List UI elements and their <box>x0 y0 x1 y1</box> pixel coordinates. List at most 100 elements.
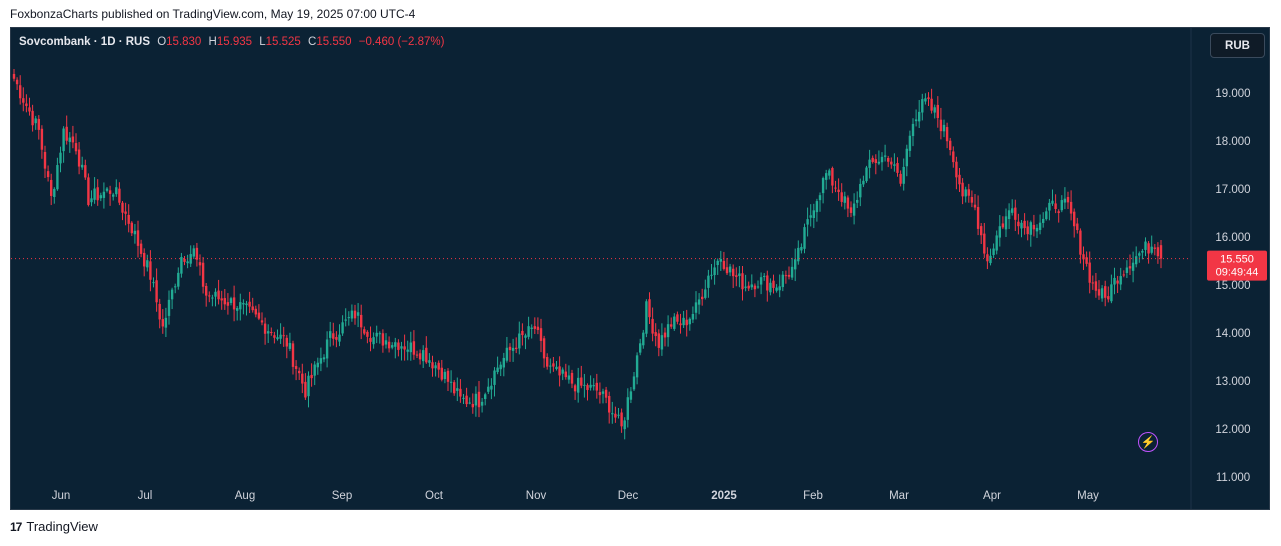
low-value: 15.525 <box>265 36 301 48</box>
candle-up <box>691 313 695 320</box>
candle-up <box>1042 218 1045 223</box>
candle-up <box>921 99 924 113</box>
candle-down <box>1017 221 1020 227</box>
candle-down <box>446 370 450 382</box>
candle-down <box>595 382 598 391</box>
candle-up <box>611 413 614 415</box>
candle-up <box>1063 198 1067 203</box>
candle-up <box>164 317 168 328</box>
open-value: 15.830 <box>166 36 202 48</box>
candle-up <box>487 386 490 392</box>
candle-up <box>152 282 155 284</box>
candle-down <box>260 320 264 323</box>
candle-up <box>307 375 310 397</box>
lightning-bolt-icon[interactable]: ⚡ <box>1138 432 1158 452</box>
candle-down <box>453 382 456 394</box>
candle-up <box>490 385 493 390</box>
candle-down <box>440 367 443 380</box>
candle-down <box>1032 224 1036 230</box>
candle-down <box>415 354 419 356</box>
candle-down <box>787 274 791 277</box>
candle-down <box>124 211 127 214</box>
candle-up <box>167 299 171 316</box>
candle-up <box>347 317 350 319</box>
candle-up <box>319 358 323 364</box>
candle-down <box>887 157 890 162</box>
candle-down <box>837 189 840 193</box>
candle-down <box>1128 266 1132 269</box>
candle-up <box>1119 276 1122 285</box>
candle-down <box>74 143 78 152</box>
candle-down <box>195 247 199 260</box>
candle-up <box>484 394 487 400</box>
candle-down <box>1085 257 1088 264</box>
candle-down <box>477 391 481 408</box>
candle-up <box>288 342 292 349</box>
candle-down <box>735 275 738 277</box>
candle-down <box>87 177 90 205</box>
candle-down <box>967 189 970 196</box>
candle-up <box>710 274 713 276</box>
candle-down <box>1153 247 1156 249</box>
candle-down <box>831 168 834 186</box>
candle-down <box>294 366 298 369</box>
candle-up <box>859 183 862 198</box>
candle-up <box>192 248 195 257</box>
candle-down <box>263 323 267 334</box>
candle-down <box>1001 223 1005 228</box>
candle-down <box>927 97 930 100</box>
currency-button[interactable]: RUB <box>1210 33 1265 58</box>
candle-up <box>797 247 800 262</box>
candle-up <box>719 259 722 262</box>
candle-down <box>648 299 651 318</box>
candle-down <box>223 298 226 305</box>
candle-up <box>356 312 360 316</box>
candle-up <box>236 308 239 311</box>
candle-up <box>90 198 93 203</box>
candle-up <box>449 381 453 383</box>
brand-name: TradingView <box>26 519 98 534</box>
candle-down <box>28 107 31 112</box>
candle-down <box>976 207 980 229</box>
candle-down <box>784 275 788 277</box>
candle-up <box>992 248 995 255</box>
candle-up <box>428 360 431 363</box>
candle-down <box>515 347 518 349</box>
x-tick-label: Oct <box>425 490 444 502</box>
candle-up <box>1110 284 1113 302</box>
candle-down <box>899 173 902 184</box>
candle-up <box>856 199 859 203</box>
candle-down <box>425 347 428 363</box>
candle-up <box>1035 227 1039 232</box>
candle-up <box>394 342 397 347</box>
candle-down <box>232 297 236 310</box>
chart-pane[interactable]: 19.000 18.000 17.000 16.000 15.000 14.000 13.0… <box>10 27 1270 510</box>
candle-up <box>589 384 592 388</box>
candle-down <box>403 346 406 350</box>
y-tick-label: 16.000 <box>1215 232 1250 244</box>
candlestick-chart[interactable]: 19.000 18.000 17.000 16.000 15.000 14.000 13.0… <box>11 28 1269 509</box>
candle-up <box>99 195 102 199</box>
candle-up <box>794 259 797 270</box>
candle-down <box>952 151 955 163</box>
candle-down <box>955 161 958 178</box>
candle-down <box>598 392 602 396</box>
candle-down <box>849 207 853 213</box>
candle-down <box>521 330 524 336</box>
candle-up <box>828 170 831 176</box>
candle-up <box>316 362 319 368</box>
symbol-name[interactable]: Sovcombank · 1D · RUS <box>19 36 150 48</box>
candle-down <box>657 333 660 348</box>
candle-down <box>19 85 22 99</box>
x-tick-label: Mar <box>889 490 909 502</box>
candle-up <box>790 266 794 278</box>
candle-down <box>127 214 130 224</box>
published-by-line: FoxbonzaCharts published on TradingView.… <box>10 7 416 21</box>
tradingview-branding[interactable]: 17 TradingView <box>10 519 98 534</box>
candle-up <box>645 301 648 334</box>
candle-down <box>533 326 536 329</box>
candle-down <box>871 157 874 162</box>
candle-down <box>251 306 254 311</box>
candle-down <box>936 104 939 118</box>
candle-up <box>989 255 992 264</box>
